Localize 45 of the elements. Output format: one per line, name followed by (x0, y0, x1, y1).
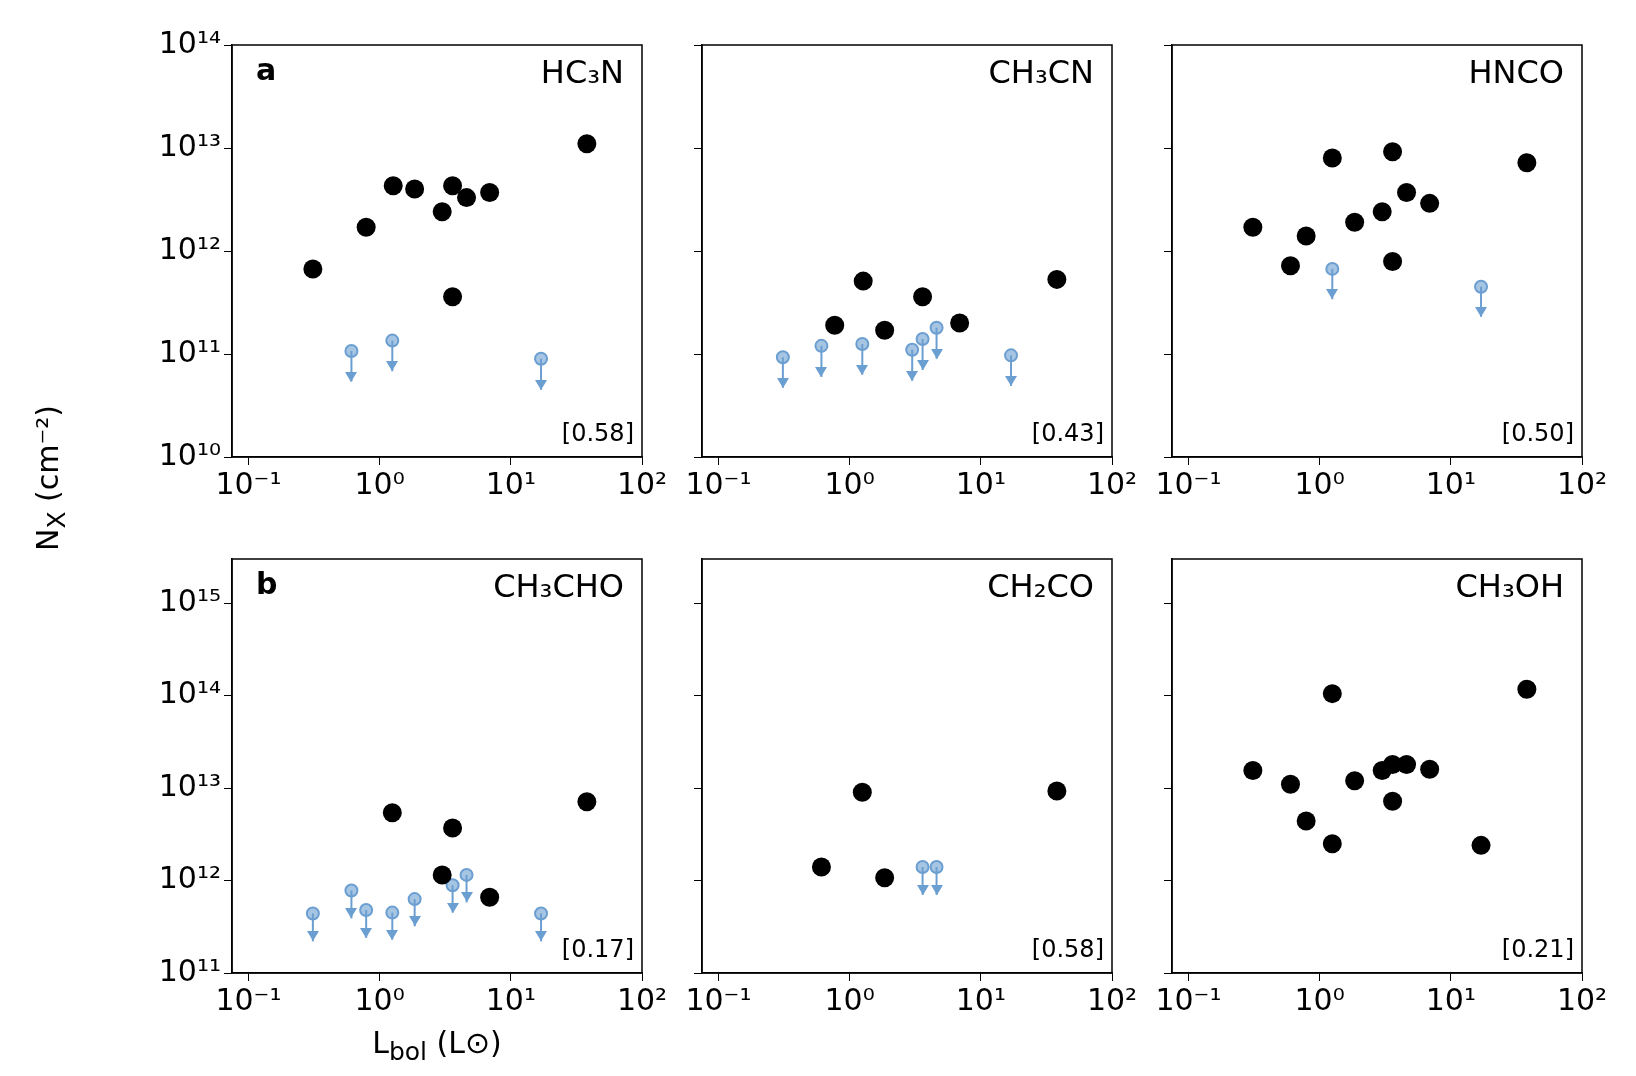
y-tick-label: 10¹² (158, 860, 221, 896)
chart-title: CH₃CHO (493, 567, 624, 606)
x-tick-label: 10¹ (955, 981, 1006, 1017)
y-tick-label: 10¹⁴ (158, 675, 221, 711)
x-axis-title: L$_{bol}$ (L⊙) (371, 1025, 503, 1066)
text: [0.17] (561, 935, 634, 964)
x-tick-label: 10⁰ (824, 981, 875, 1017)
x-tick-label: 10¹ (485, 465, 536, 501)
chart-title: HC₃N (540, 53, 624, 92)
x-tick-label: 10⁻¹ (1155, 465, 1222, 501)
chart-title: CH₃CN (988, 53, 1094, 92)
chart-title: CH₂CO (987, 567, 1094, 606)
x-tick-label: 10¹ (1425, 981, 1476, 1017)
x-tick-label: 10¹ (955, 465, 1006, 501)
x-tick-label: 10⁰ (354, 465, 405, 501)
x-tick-label: 10² (1086, 981, 1138, 1017)
x-tick-label: 10² (616, 465, 668, 501)
chart-title: HNCO (1468, 53, 1564, 92)
y-tick-label: 10¹³ (158, 127, 221, 163)
x-tick-label: 10⁰ (354, 981, 405, 1017)
x-tick-label: 10⁰ (824, 465, 875, 501)
chart-title: CH₃OH (1455, 567, 1564, 606)
y-tick-label: 10¹⁵ (158, 582, 221, 618)
x-tick-label: 10² (1556, 981, 1608, 1017)
x-tick-label: 10¹ (1425, 465, 1476, 501)
x-tick-label: 10⁰ (1294, 465, 1345, 501)
text: [0.58] (1031, 935, 1104, 964)
annotation: a (256, 51, 277, 87)
x-tick-label: 10² (1556, 465, 1608, 501)
text: [0.58] (561, 419, 634, 448)
text: [0.50] (1501, 419, 1574, 448)
x-tick-label: 10² (616, 981, 668, 1017)
text: [0.21] (1501, 935, 1574, 964)
y-tick-label: 10¹² (158, 230, 221, 266)
y-tick-label: 10¹⁴ (158, 24, 221, 60)
x-tick-label: 10⁻¹ (685, 981, 752, 1017)
x-tick-label: 10¹ (485, 981, 536, 1017)
y-tick-label: 10¹³ (158, 767, 221, 803)
text: [0.43] (1031, 419, 1104, 448)
annotation: b (256, 565, 278, 601)
x-tick-label: 10⁰ (1294, 981, 1345, 1017)
x-tick-label: 10⁻¹ (1155, 981, 1222, 1017)
y-tick-label: 10¹¹ (158, 333, 221, 369)
x-tick-label: 10⁻¹ (685, 465, 752, 501)
x-tick-label: 10² (1086, 465, 1138, 501)
